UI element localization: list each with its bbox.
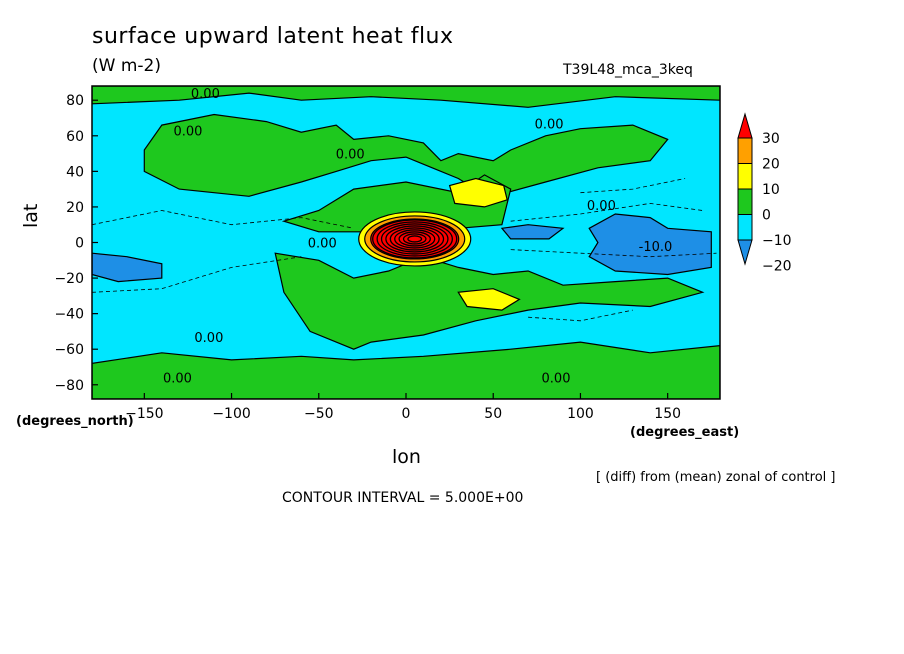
y-tick-label-0: −80 [54,378,84,394]
contour-label-8: 0.00 [542,372,571,387]
x-tick-label-0: −150 [125,406,163,422]
dashed-contour-5 [580,178,686,194]
contour-label-6: 0.00 [194,331,223,346]
x-tick-label-6: 150 [654,406,681,422]
colorbar-label-4: −10 [762,233,792,249]
core-red [370,218,460,260]
colorbar-top-triangle [737,112,753,139]
region-north-polar [92,86,720,108]
y-tick-label-3: −20 [54,271,84,287]
field-layer [92,86,720,399]
run-label: T39L48_mca_3keq [563,62,693,78]
y-tick-label-8: 80 [66,93,84,109]
y-tick-label-4: 0 [75,236,84,252]
colorbar-label-2: 10 [762,182,780,198]
colorbar-bottom-triangle [737,239,753,266]
x-units-label: (degrees_east) [630,425,740,440]
y-tick-label-2: −40 [54,307,84,323]
region-north-midlat [143,113,669,197]
contour-label-4: 0.00 [587,199,616,214]
contour-label-9: -10.0 [639,240,673,255]
y-tick-label-5: 20 [66,200,84,216]
y-tick-label-7: 60 [66,129,84,145]
region-yellow-south [457,288,521,311]
diff-note: [ (diff) from (mean) zonal of control ] [596,470,836,485]
colorbar-box-2 [737,188,753,215]
contour-label-3: 0.00 [535,117,564,132]
colorbar-label-1: 20 [762,157,780,173]
contour-label-5: 0.00 [308,237,337,252]
chart-units: (W m-2) [92,56,161,76]
x-tick-label-5: 100 [567,406,594,422]
y-units-label: (degrees_north) [16,414,134,429]
core-contour-2 [380,223,449,255]
x-tick-label-4: 50 [484,406,502,422]
contour-label-0: 0.00 [191,87,220,102]
contour-label-2: 0.00 [336,148,365,163]
x-tick-label-2: −50 [304,406,334,422]
core-contour-3 [385,225,445,253]
colorbar-box-1 [737,163,753,190]
contour-interval: CONTOUR INTERVAL = 5.000E+00 [282,490,524,506]
colorbar-label-5: −20 [762,259,792,275]
colorbar-label-0: 30 [762,131,780,147]
x-axis-label: lon [392,446,421,468]
x-tick-label-3: 0 [402,406,411,422]
x-tick-label-1: −100 [212,406,250,422]
region-yellow-north [448,177,508,208]
region-blue-east [588,213,712,276]
core-contour-7 [402,233,427,245]
dashed-contour-6 [528,309,633,322]
colorbar-box-3 [737,214,753,241]
contour-label-7: 0.00 [163,372,192,387]
region-south-polar [92,341,720,399]
core-contour-5 [394,229,436,249]
chart-title: surface upward latent heat flux [92,24,454,49]
region-blue-west [92,252,163,283]
core-contour-1 [376,221,453,257]
colorbar-label-3: 0 [762,208,771,224]
region-blue-center [500,224,565,240]
core-contour-0 [372,219,458,259]
y-axis-label: lat [20,203,42,228]
y-tick-label-1: −60 [54,342,84,358]
contour-label-1: 0.00 [173,124,202,139]
core-contour-8 [407,235,423,243]
dashed-contour-1 [92,210,354,229]
dashed-contour-3 [510,202,703,222]
dashed-contour-2 [92,256,302,293]
core-contour-6 [398,231,431,247]
core-contour-4 [389,227,440,251]
y-tick-label-6: 40 [66,164,84,180]
colorbar-box-0 [737,137,753,164]
